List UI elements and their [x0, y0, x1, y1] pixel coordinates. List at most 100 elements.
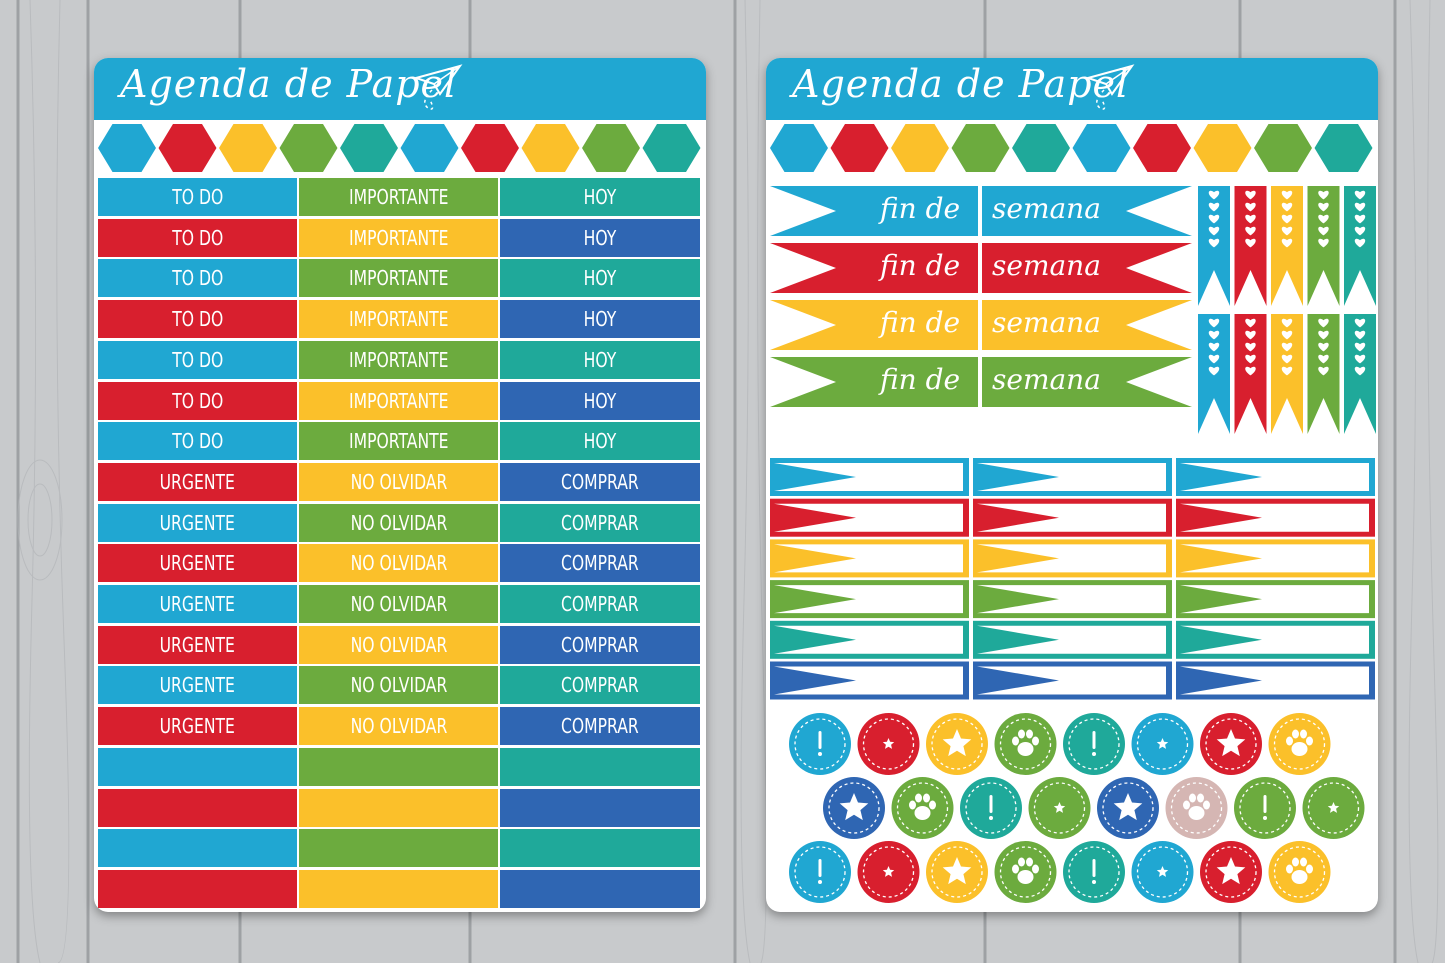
circle-sticker	[1165, 777, 1228, 839]
hexagon-sticker	[582, 124, 640, 172]
exclamation-icon	[989, 795, 993, 813]
label-sticker: NO OLVIDAR	[299, 585, 498, 623]
label-sticker-text: IMPORTANTE	[348, 347, 449, 372]
label-sticker: NO OLVIDAR	[299, 707, 498, 746]
label-sticker-text: NO OLVIDAR	[350, 673, 447, 698]
circle-sticker	[960, 777, 1022, 839]
weekend-flag-right	[982, 300, 1192, 350]
label-sticker-text: IMPORTANTE	[348, 185, 449, 209]
label-sticker-row	[98, 869, 700, 908]
sheet-header: Agenda de Papel	[766, 58, 1378, 120]
circle-sticker	[1131, 841, 1194, 903]
paper-plane-icon	[1084, 64, 1135, 110]
label-sticker: COMPRAR	[500, 462, 700, 501]
heart-icon	[1208, 342, 1220, 352]
circle-sticker	[1234, 777, 1296, 839]
label-sticker-row: URGENTE NO OLVIDAR COMPRAR	[98, 462, 700, 501]
label-sticker-text: TO DO	[171, 185, 224, 209]
label-sticker: COMPRAR	[500, 666, 700, 705]
label-sticker: URGENTE	[98, 503, 297, 542]
label-sticker: COMPRAR	[500, 625, 700, 664]
paw-icon	[909, 793, 936, 820]
weekend-flag-left	[770, 300, 978, 350]
circle-sticker	[1268, 841, 1331, 903]
circle-sticker	[1302, 777, 1365, 839]
label-sticker-row: TO DO IMPORTANTE HOY	[98, 259, 700, 298]
weekend-flag-text: semana	[992, 192, 1101, 225]
label-sticker-text: HOY	[583, 347, 617, 372]
circle-sticker	[926, 841, 988, 903]
heart-icon	[1208, 202, 1220, 212]
heart-icon	[1281, 226, 1293, 236]
heart-icon	[1208, 238, 1220, 248]
circle-sticker	[926, 713, 988, 775]
hexagon-sticker	[891, 124, 949, 172]
paw-icon	[1286, 857, 1313, 884]
hexagon-sticker	[1012, 124, 1070, 172]
label-sticker-text: NO OLVIDAR	[350, 551, 447, 576]
label-sticker-text: URGENTE	[159, 551, 236, 576]
arrow-label-stickers	[770, 458, 1375, 700]
weekend-flag-right	[982, 186, 1192, 236]
exclamation-icon	[818, 859, 822, 877]
label-sticker: URGENTE	[98, 462, 297, 501]
label-sticker-text: TO DO	[171, 307, 224, 332]
star-icon	[882, 738, 895, 749]
paw-icon	[1012, 857, 1039, 884]
heart-icon	[1318, 318, 1329, 328]
hexagon-sticker	[1314, 124, 1373, 172]
paper-plane-icon	[412, 64, 463, 110]
label-sticker-text: COMPRAR	[561, 551, 639, 576]
exclamation-icon	[1092, 731, 1096, 749]
label-sticker-row	[98, 747, 700, 786]
heart-icon	[1318, 366, 1329, 376]
label-sticker: HOY	[500, 218, 700, 257]
label-sticker-text: HOY	[583, 307, 617, 332]
label-sticker-text: NO OLVIDAR	[350, 632, 447, 657]
exclamation-icon	[1092, 859, 1096, 877]
star-icon	[839, 793, 869, 821]
label-sticker	[98, 869, 297, 908]
label-sticker: NO OLVIDAR	[299, 625, 498, 664]
heart-icon	[1281, 190, 1293, 200]
weekend-flag-text: fin de	[880, 192, 961, 225]
heart-icon	[1354, 318, 1366, 328]
heart-icon	[1354, 366, 1366, 376]
label-sticker-text: COMPRAR	[561, 632, 639, 657]
heart-icon	[1281, 318, 1293, 328]
heart-icon	[1318, 214, 1329, 224]
arrow-label-blank	[1180, 544, 1369, 573]
paw-icon	[1183, 793, 1210, 820]
arrow-label-blank	[774, 625, 963, 654]
star-icon	[882, 866, 895, 877]
heart-icon	[1245, 226, 1256, 236]
label-sticker-row	[98, 788, 700, 827]
circle-icon-stickers	[789, 713, 1365, 903]
label-sticker: IMPORTANTE	[299, 300, 498, 339]
label-sticker	[98, 747, 297, 786]
circle-sticker	[994, 713, 1057, 775]
star-icon	[1053, 802, 1066, 813]
weekend-flag-left	[770, 186, 978, 236]
hexagon-sticker	[340, 124, 398, 172]
circle-sticker	[1063, 713, 1125, 775]
heart-icon	[1281, 366, 1293, 376]
label-sticker-text: NO OLVIDAR	[350, 592, 447, 616]
label-sticker: IMPORTANTE	[299, 218, 498, 257]
hexagon-sticker	[951, 124, 1010, 172]
heart-icon	[1281, 238, 1293, 248]
arrow-label-blank	[1180, 666, 1369, 695]
heart-icon	[1318, 238, 1329, 248]
hexagon-sticker	[830, 124, 889, 172]
label-sticker: COMPRAR	[500, 503, 700, 542]
weekend-flag-text: fin de	[880, 249, 961, 282]
label-sticker	[299, 747, 498, 786]
label-sticker: COMPRAR	[500, 585, 700, 623]
label-sticker-text: IMPORTANTE	[348, 266, 449, 291]
label-sticker: TO DO	[98, 259, 297, 298]
heart-icon	[1354, 342, 1366, 352]
arrow-label-blank	[977, 544, 1166, 573]
label-sticker-row: TO DO IMPORTANTE HOY	[98, 422, 700, 461]
arrow-label-blank	[977, 503, 1166, 532]
star-icon	[1327, 802, 1340, 813]
